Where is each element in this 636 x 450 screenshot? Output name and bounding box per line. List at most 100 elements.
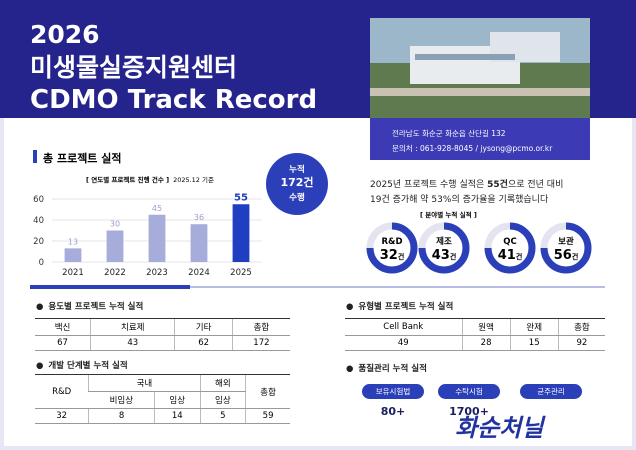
y-tick-label: 20 [33, 237, 44, 247]
cell: 49 [345, 335, 463, 351]
divider [30, 286, 605, 288]
badge [266, 153, 328, 215]
info-box: 전라남도 화순군 화순읍 산단길 132 문의처 : 061-928-8045 … [370, 118, 590, 160]
gauge-value: 32건 [380, 248, 405, 263]
gauge-number: 32 [380, 248, 398, 263]
quality-pill: 균주관리 [520, 384, 582, 399]
cell: 32 [35, 408, 89, 424]
gauge-unit: 건 [398, 252, 404, 261]
x-tick-label: 2025 [230, 268, 252, 278]
gauge-arc [366, 222, 418, 274]
gauge-arc [540, 222, 592, 274]
gauge-unit: 건 [450, 252, 456, 261]
x-tick-label: 2023 [146, 268, 168, 278]
badge-text: 172건 [280, 175, 313, 189]
cell: 8 [88, 408, 155, 424]
bar [148, 214, 166, 262]
badge-text: 누적 [289, 164, 305, 175]
cell: 원액 [461, 318, 511, 336]
x-tick-label: 2021 [62, 268, 84, 278]
gauge-value: 41건 [498, 248, 523, 263]
y-tick-label: 0 [39, 258, 44, 268]
gauge-label: R&D [381, 237, 402, 247]
bar [190, 224, 208, 262]
cell: 62 [174, 335, 233, 351]
gauge-label: 보관 [558, 236, 574, 247]
gauge-label: 제조 [436, 236, 452, 247]
chart-title-text: [ 연도별 프로젝트 진행 건수 ] [86, 175, 169, 184]
summary-line1: 2025년 프로젝트 수행 실적은 55건으로 전년 대비 [370, 177, 563, 190]
gauge-value: 56건 [554, 248, 579, 263]
cell: 백신 [35, 318, 91, 336]
quality-title: 품질관리 누적 실적 [346, 362, 426, 374]
table-title: 용도별 프로젝트 누적 실적 [36, 300, 143, 312]
cell: 총합 [245, 374, 290, 409]
cell: 총합 [557, 318, 605, 336]
gauge-number: 56 [554, 248, 572, 263]
cell: 비임상 [88, 391, 155, 409]
cell: 기타 [174, 318, 233, 336]
summary-text: 으로 전년 대비 [507, 180, 564, 190]
summary-highlight: 55건 [487, 180, 508, 190]
cell: 임상 [153, 391, 201, 409]
summary-text: 2025년 프로젝트 수행 실적은 [370, 180, 488, 190]
cell: 67 [35, 335, 91, 351]
chart-title: [ 연도별 프로젝트 진행 건수 ] 2025.12 기준 [86, 175, 214, 184]
table-title: 유형별 프로젝트 누적 실적 [346, 300, 453, 312]
value-label: 55 [234, 192, 248, 203]
gauge-number: 41 [498, 248, 516, 263]
cell: Cell Bank [345, 318, 463, 336]
divider-accent [30, 285, 190, 289]
cell: 28 [461, 335, 511, 351]
cell: 국내 [88, 374, 201, 392]
value-label: 45 [152, 204, 162, 213]
quality-pill: 수탁시험 [438, 384, 500, 399]
section-heading: 총 프로젝트 실적 [43, 152, 122, 165]
cell: 5 [199, 408, 246, 424]
cell: 92 [557, 335, 605, 351]
bar [64, 248, 82, 262]
type-table: Cell Bank 원액 완제 총합 49 28 15 92 [345, 318, 605, 351]
cell: 임상 [199, 391, 246, 409]
gauge-arc [484, 222, 536, 274]
contact: 문의처 : 061-928-8045 / jysong@pcmo.or.kr [392, 144, 553, 153]
value-label: 13 [68, 237, 78, 246]
cell: 14 [153, 408, 201, 424]
cell: R&D [35, 374, 89, 409]
address: 전라남도 화순군 화순읍 산단길 132 [392, 129, 506, 138]
cell: 43 [90, 335, 175, 351]
quality-value: 1700+ [449, 405, 489, 418]
header-year: 2026 [30, 20, 100, 49]
heading-marker [33, 150, 37, 163]
bar [106, 230, 124, 262]
usage-table: 백신 치료제 기타 총합 67 43 62 172 [35, 318, 290, 351]
header-subtitle: CDMO Track Record [30, 85, 318, 115]
gauge-unit: 건 [516, 252, 522, 261]
x-tick-label: 2024 [188, 268, 210, 278]
chart-note: 2025.12 기준 [173, 175, 214, 184]
cell: 완제 [509, 318, 559, 336]
gauge-unit: 건 [572, 252, 578, 261]
cell: 59 [245, 408, 290, 424]
value-label: 30 [110, 220, 120, 229]
y-tick-label: 60 [33, 195, 44, 205]
stage-table: R&D 국내 해외 총합 비임상 임상 임상 32 8 14 5 59 [35, 374, 290, 424]
cell: 총합 [231, 318, 290, 336]
x-tick-label: 2022 [104, 268, 126, 278]
value-label: 36 [194, 213, 204, 222]
table-title: 개발 단계별 누적 실적 [36, 359, 127, 371]
badge-text: 수행 [289, 192, 305, 203]
photo [370, 18, 590, 118]
cell: 해외 [199, 374, 246, 392]
header-title: 미생물실증지원센터 [30, 53, 238, 82]
bar [232, 204, 250, 262]
summary-line2: 19건 증가해 약 53%의 증가율을 기록했습니다 [370, 195, 549, 205]
gauge-label: QC [503, 237, 516, 247]
gauge-value: 43건 [432, 248, 457, 263]
cell: 치료제 [90, 318, 175, 336]
y-tick-label: 40 [33, 216, 44, 226]
quality-pill: 보유시험법 [362, 384, 424, 399]
quality-value: 80+ [380, 405, 406, 418]
